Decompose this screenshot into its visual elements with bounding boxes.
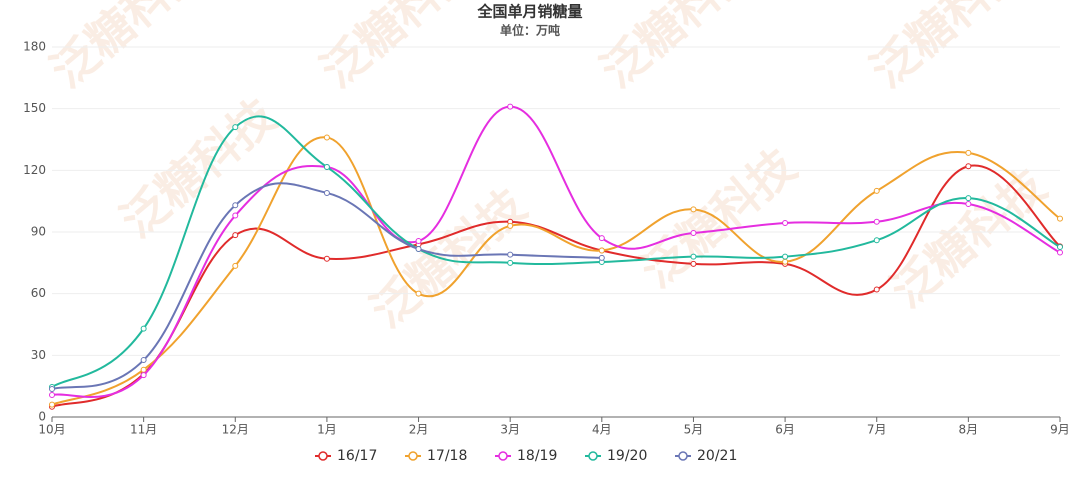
legend-marker: [408, 451, 418, 461]
legend-label: 17/18: [427, 448, 467, 464]
data-point: [873, 237, 880, 244]
x-tick-label: 4月: [592, 423, 612, 437]
data-point: [507, 259, 514, 266]
data-point: [1057, 244, 1063, 251]
legend-marker: [318, 451, 328, 461]
series-line: [51, 164, 1061, 408]
data-point: [598, 247, 605, 254]
data-point: [323, 134, 330, 141]
x-tick-label: 2月: [409, 423, 429, 437]
data-point: [690, 260, 697, 267]
x-tick-label: 10月: [38, 423, 65, 437]
data-point: [140, 357, 147, 364]
y-tick-label: 90: [31, 225, 46, 239]
data-point: [598, 254, 605, 261]
data-point: [323, 255, 330, 262]
data-point: [415, 290, 422, 297]
data-point: [232, 212, 239, 219]
data-point: [323, 189, 330, 196]
y-tick-label: 0: [38, 410, 46, 424]
data-point: [323, 164, 330, 171]
data-point: [873, 218, 880, 225]
data-point: [49, 392, 55, 399]
data-point: [690, 253, 697, 260]
watermark: 泛糖科技: [310, 0, 486, 98]
chart-title: 全国单月销糖量: [476, 3, 582, 21]
x-tick-label: 12月: [222, 423, 249, 437]
legend-marker: [498, 451, 508, 461]
data-point: [232, 124, 239, 131]
x-tick-label: 9月: [1050, 423, 1070, 437]
y-tick-label: 150: [23, 101, 46, 115]
data-point: [140, 325, 147, 332]
x-tick-label: 7月: [867, 423, 887, 437]
watermark: 泛糖科技: [590, 0, 766, 98]
legend-marker: [588, 451, 598, 461]
y-tick-label: 120: [23, 163, 46, 177]
data-point: [782, 219, 789, 226]
data-point: [782, 258, 789, 265]
data-point: [507, 103, 514, 110]
data-point: [690, 230, 697, 237]
data-point: [415, 246, 422, 253]
data-point: [507, 251, 514, 258]
legend-label: 16/17: [337, 448, 377, 464]
data-point: [49, 386, 55, 393]
y-tick-label: 180: [23, 40, 46, 54]
data-point: [1057, 215, 1063, 222]
legend-label: 19/20: [607, 448, 647, 464]
data-point: [140, 372, 147, 379]
legend-marker: [678, 451, 688, 461]
data-point: [232, 202, 239, 209]
x-tick-label: 1月: [317, 423, 337, 437]
x-tick-label: 5月: [684, 423, 704, 437]
data-point: [598, 235, 605, 242]
data-point: [873, 286, 880, 293]
data-point: [507, 222, 514, 229]
data-point: [232, 232, 239, 239]
chart-subtitle: 单位：万吨: [500, 23, 560, 38]
data-point: [873, 187, 880, 194]
data-point: [965, 163, 972, 170]
x-tick-label: 6月: [775, 423, 795, 437]
legend-label: 20/21: [697, 448, 737, 464]
x-tick-label: 3月: [500, 423, 520, 437]
data-point: [415, 238, 422, 245]
x-tick-label: 11月: [130, 423, 157, 437]
y-tick-label: 30: [31, 348, 46, 362]
data-point: [965, 149, 972, 156]
x-tick-label: 8月: [959, 423, 979, 437]
data-point: [965, 195, 972, 202]
watermark: 泛糖科技: [860, 0, 1036, 98]
legend-label: 18/19: [517, 448, 557, 464]
data-point: [965, 201, 972, 208]
data-point: [1057, 249, 1063, 256]
data-point: [232, 262, 239, 269]
data-point: [140, 366, 147, 373]
watermark: 泛糖科技: [360, 178, 536, 338]
data-point: [690, 206, 697, 213]
data-point: [49, 401, 55, 408]
watermark: 泛糖科技: [40, 0, 216, 98]
data-point: [782, 253, 789, 260]
y-tick-label: 60: [31, 286, 46, 300]
